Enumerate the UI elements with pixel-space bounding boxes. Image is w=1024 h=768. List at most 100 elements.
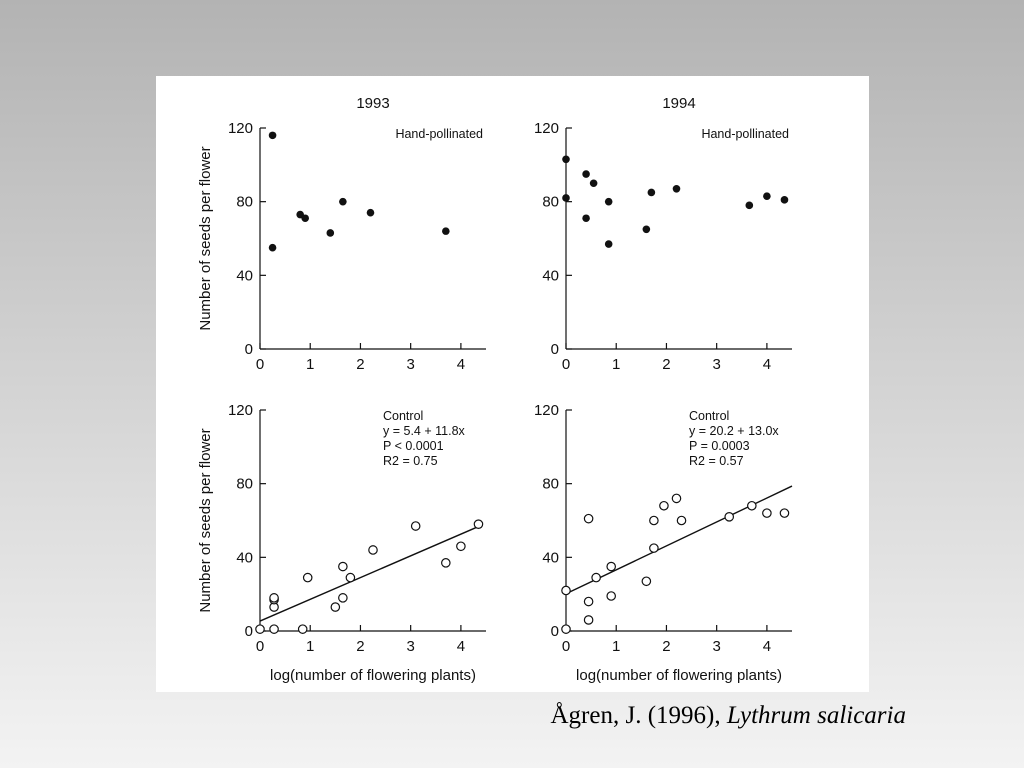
y-tick-label: 80 bbox=[542, 476, 559, 493]
data-point bbox=[583, 615, 594, 625]
y-tick-label: 0 bbox=[551, 623, 559, 640]
data-point bbox=[583, 596, 594, 607]
data-point bbox=[561, 624, 571, 634]
y-tick-label: 80 bbox=[236, 194, 253, 211]
caption-species: Lythrum salicaria bbox=[726, 702, 906, 729]
annotation-stat: P = 0.0003 bbox=[689, 439, 750, 453]
data-point bbox=[672, 184, 681, 193]
data-point bbox=[591, 572, 601, 583]
x-tick-label: 0 bbox=[562, 356, 570, 373]
chart-panel-2: 0 40 80 120 0 1 2 3 4 1994 Hand-pollinated bbox=[534, 95, 792, 373]
y-tick-label: 120 bbox=[534, 402, 559, 419]
data-point bbox=[473, 519, 484, 529]
chart-panel-1: 0 40 80 120 0 1 2 3 4 1993 Number of seeds per flo… bbox=[197, 95, 486, 373]
data-point bbox=[606, 591, 616, 601]
y-tick-label: 120 bbox=[228, 120, 253, 137]
x-tick-label: 2 bbox=[662, 638, 670, 655]
x-tick-label: 1 bbox=[306, 638, 314, 655]
data-point bbox=[582, 170, 590, 178]
data-point bbox=[606, 561, 616, 572]
data-point bbox=[649, 515, 659, 526]
panel-title: 1993 bbox=[356, 95, 389, 112]
data-point bbox=[724, 512, 735, 522]
data-point bbox=[301, 214, 309, 223]
x-axis-label: log(number of flowering plants) bbox=[270, 667, 476, 684]
data-point bbox=[338, 593, 348, 603]
x-tick-label: 3 bbox=[406, 356, 414, 373]
annotation-stat: y = 5.4 + 11.8x bbox=[383, 424, 466, 438]
data-point bbox=[268, 131, 277, 140]
y-axis-label: Number of seeds per flower bbox=[197, 428, 214, 612]
data-point bbox=[410, 521, 421, 531]
data-point bbox=[641, 576, 652, 587]
x-axis-label: log(number of flowering plants) bbox=[576, 667, 782, 684]
y-tick-label: 80 bbox=[542, 194, 559, 211]
data-point bbox=[297, 624, 308, 634]
data-point bbox=[561, 585, 571, 596]
caption: Ågren, J. (1996), Lythrum salicaria bbox=[551, 702, 907, 730]
y-tick-label: 120 bbox=[228, 402, 253, 419]
y-tick-label: 40 bbox=[542, 267, 559, 284]
data-point bbox=[659, 500, 669, 511]
x-tick-label: 4 bbox=[763, 356, 771, 373]
data-point bbox=[368, 545, 378, 555]
annotation-label: Hand-pollinated bbox=[701, 127, 789, 141]
annotation-label: Control bbox=[689, 409, 729, 423]
y-tick-label: 0 bbox=[551, 341, 559, 358]
figure-panel: 0 40 80 120 0 1 2 3 4 1993 Number of seeds per flo… bbox=[156, 76, 869, 692]
data-point bbox=[676, 515, 687, 526]
data-point bbox=[456, 541, 466, 552]
data-point bbox=[582, 214, 590, 223]
data-point bbox=[671, 493, 682, 504]
x-tick-label: 1 bbox=[306, 356, 314, 373]
data-point bbox=[604, 240, 613, 248]
data-point bbox=[780, 196, 789, 204]
y-tick-label: 0 bbox=[245, 341, 253, 358]
regression-line bbox=[259, 524, 482, 622]
data-point bbox=[589, 179, 598, 188]
annotation-label: Control bbox=[383, 409, 423, 423]
x-tick-label: 4 bbox=[763, 638, 771, 655]
data-point bbox=[583, 513, 594, 524]
data-point bbox=[745, 201, 754, 210]
caption-author-year: Ågren, J. (1996), bbox=[550, 702, 721, 729]
data-point bbox=[747, 500, 757, 511]
x-tick-label: 2 bbox=[356, 638, 364, 655]
chart-panel-3: 0 40 80 120 0 1 2 3 4 Number of seeds per flower l… bbox=[197, 402, 486, 684]
data-point bbox=[442, 227, 450, 235]
y-tick-label: 40 bbox=[542, 549, 559, 566]
data-point bbox=[779, 508, 790, 518]
y-tick-label: 120 bbox=[534, 120, 559, 137]
x-tick-label: 3 bbox=[712, 638, 720, 655]
x-tick-label: 3 bbox=[406, 638, 414, 655]
data-point bbox=[647, 188, 656, 197]
data-point bbox=[339, 197, 347, 206]
annotation-stat: R2 = 0.75 bbox=[383, 454, 438, 468]
x-tick-label: 1 bbox=[612, 356, 620, 373]
y-tick-label: 40 bbox=[236, 549, 253, 566]
x-tick-label: 0 bbox=[256, 638, 264, 655]
x-tick-label: 2 bbox=[356, 356, 364, 373]
y-tick-label: 0 bbox=[245, 623, 253, 640]
x-tick-label: 0 bbox=[256, 356, 264, 373]
x-tick-label: 2 bbox=[662, 356, 670, 373]
y-tick-label: 40 bbox=[236, 267, 253, 284]
data-point bbox=[330, 602, 341, 612]
x-tick-label: 4 bbox=[457, 638, 465, 655]
data-point bbox=[269, 593, 279, 603]
annotation-stat: R2 = 0.57 bbox=[689, 454, 744, 468]
data-point bbox=[302, 572, 313, 583]
y-axis-label: Number of seeds per flower bbox=[197, 146, 214, 330]
data-point bbox=[763, 192, 771, 200]
data-point bbox=[366, 208, 375, 217]
data-point bbox=[642, 225, 651, 234]
data-point bbox=[649, 543, 659, 553]
data-point bbox=[762, 508, 772, 518]
data-point bbox=[255, 624, 265, 634]
y-tick-label: 80 bbox=[236, 476, 253, 493]
chart-panel-4: 0 40 80 120 0 1 2 3 4 log(number of flowering pla… bbox=[534, 402, 793, 684]
data-point bbox=[441, 558, 451, 568]
annotation-label: Hand-pollinated bbox=[395, 127, 483, 141]
